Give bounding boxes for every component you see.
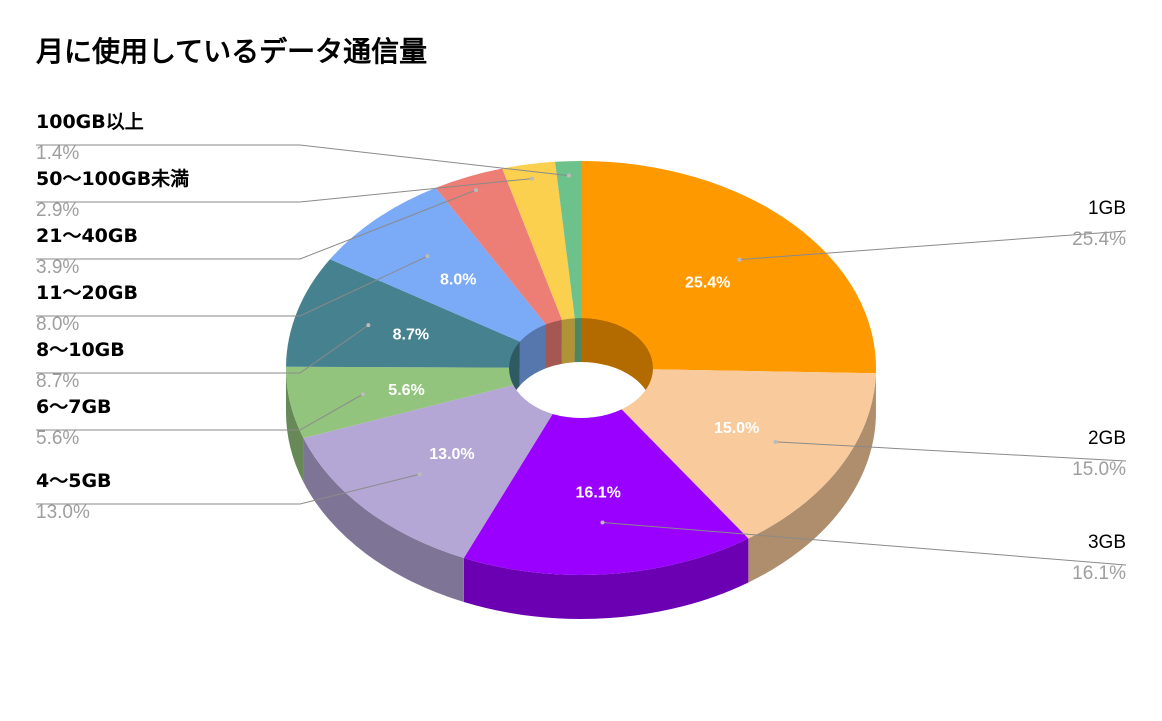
leader-dot-21-40gb bbox=[474, 188, 479, 193]
slice-value-8-10gb: 8.7% bbox=[393, 327, 429, 344]
slice-side-2gb bbox=[748, 373, 876, 583]
pie-sides bbox=[286, 368, 876, 619]
leader-dot-11-20gb bbox=[425, 254, 430, 259]
leader-line-3gb bbox=[602, 522, 1127, 566]
pie-top bbox=[286, 161, 876, 576]
leader-dot-4-5gb bbox=[417, 472, 422, 477]
legend-label-6-7gb: 6〜7GB bbox=[36, 396, 112, 418]
legend-label-8-10gb: 8〜10GB bbox=[36, 339, 125, 361]
legend-label-100gbplus: 100GB以上 bbox=[36, 111, 144, 133]
leader-dot-1gb bbox=[737, 257, 742, 262]
legend-label-3gb: 3GB bbox=[1088, 532, 1126, 553]
leader-line-6-7gb bbox=[36, 393, 364, 431]
inner-wall-11-20gb bbox=[519, 324, 546, 386]
leader-dot-6-7gb bbox=[360, 392, 365, 397]
slice-100gbplus bbox=[555, 161, 581, 368]
legend-value-100gbplus: 1.4% bbox=[36, 143, 79, 164]
legend-label-2gb: 2GB bbox=[1088, 428, 1126, 449]
legend-value-50-100gbunder: 2.9% bbox=[36, 200, 79, 221]
slice-50-100gbunder bbox=[502, 161, 581, 368]
legend-label-11-20gb: 11〜20GB bbox=[36, 282, 138, 304]
leader-lines bbox=[36, 144, 1127, 566]
pie-labels: 1GB 25.4% 2GB 15.0% 3GB 16.1% 4〜5GB 13.0% 6〜7GB 5… bbox=[36, 111, 1126, 584]
slice-side-4-5gb bbox=[303, 438, 464, 602]
legend-value-8-10gb: 8.7% bbox=[36, 371, 79, 392]
inner-wall-50-100gbunder bbox=[561, 318, 575, 364]
slice-value-1gb: 25.4% bbox=[685, 274, 730, 291]
slice-4-5gb bbox=[303, 368, 581, 558]
leader-line-2gb bbox=[775, 441, 1127, 462]
leader-line-50-100gbunder bbox=[36, 178, 533, 203]
leader-line-1gb bbox=[739, 230, 1127, 261]
leader-dot-2gb bbox=[773, 439, 778, 444]
slice-value-3gb: 16.1% bbox=[576, 485, 621, 502]
leader-line-100gbplus bbox=[36, 144, 569, 177]
legend-label-50-100gbunder: 50〜100GB未満 bbox=[36, 167, 189, 190]
slice-2gb bbox=[581, 368, 876, 539]
leader-dot-8-10gb bbox=[366, 323, 371, 328]
legend-value-21-40gb: 3.9% bbox=[36, 257, 79, 278]
slice-value-6-7gb: 5.6% bbox=[388, 382, 424, 399]
slice-11-20gb bbox=[329, 187, 581, 368]
inner-wall-21-40gb bbox=[545, 319, 562, 369]
slice-21-40gb bbox=[435, 168, 581, 368]
leader-line-21-40gb bbox=[36, 189, 477, 260]
legend-value-11-20gb: 8.0% bbox=[36, 314, 79, 335]
legend-value-3gb: 16.1% bbox=[1072, 563, 1126, 584]
slice-side-6-7gb bbox=[286, 368, 304, 483]
legend-label-4-5gb: 4〜5GB bbox=[36, 470, 112, 492]
legend-value-1gb: 25.4% bbox=[1072, 229, 1126, 250]
legend-value-2gb: 15.0% bbox=[1072, 459, 1126, 480]
inner-wall-1gb bbox=[581, 318, 653, 412]
slice-side-3gb bbox=[463, 538, 749, 619]
hole-opening bbox=[509, 362, 653, 418]
leader-dot-100gbplus bbox=[566, 173, 571, 178]
legend-label-1gb: 1GB bbox=[1088, 198, 1126, 219]
leader-line-11-20gb bbox=[36, 255, 428, 317]
leader-dot-3gb bbox=[600, 520, 605, 525]
chart-title: 月に使用しているデータ通信量 bbox=[36, 35, 428, 68]
slice-value-4-5gb: 13.0% bbox=[429, 446, 474, 463]
legend-label-21-40gb: 21〜40GB bbox=[36, 225, 138, 247]
slice-value-11-20gb: 8.0% bbox=[440, 272, 476, 289]
leader-line-4-5gb bbox=[36, 473, 420, 505]
legend-value-6-7gb: 5.6% bbox=[36, 428, 79, 449]
slice-3gb bbox=[463, 368, 749, 576]
legend-value-4-5gb: 13.0% bbox=[36, 502, 90, 523]
slice-1gb bbox=[581, 161, 876, 374]
slice-8-10gb bbox=[286, 259, 581, 368]
leader-line-8-10gb bbox=[36, 324, 369, 374]
slice-value-2gb: 15.0% bbox=[714, 420, 759, 437]
slice-6-7gb bbox=[286, 366, 581, 439]
leader-dot-50-100gbunder bbox=[530, 176, 535, 181]
inner-wall-100gbplus bbox=[574, 318, 581, 363]
